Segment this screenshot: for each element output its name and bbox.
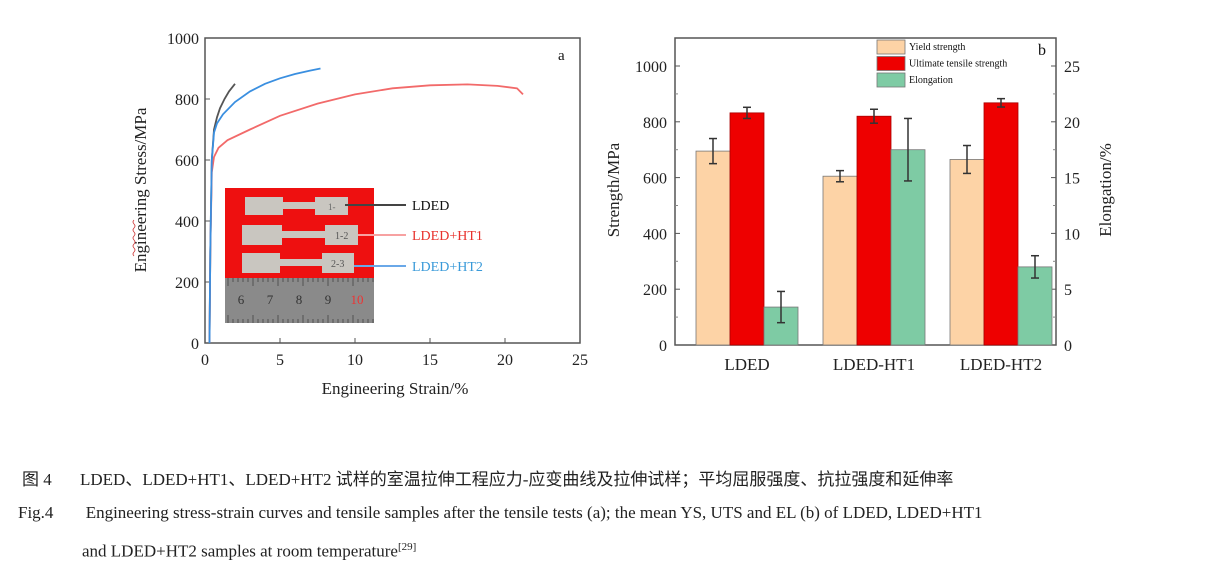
y2-tick-label-b: 0 — [1064, 338, 1072, 355]
category-label: LDED — [724, 355, 769, 374]
caption-en-text-1: Engineering stress-strain curves and ten… — [85, 503, 983, 522]
category-label: LDED-HT1 — [833, 355, 915, 374]
bar-ultimate-tensile-strength-lded-ht1 — [856, 115, 892, 346]
caption-en-line1: Fig.4 Engineering stress-strain curves a… — [18, 503, 983, 523]
specimen-mark: 1-2 — [335, 231, 348, 242]
ruler-number: 9 — [325, 292, 332, 307]
category-label: LDED-HT2 — [960, 355, 1042, 374]
ruler-number: 7 — [267, 292, 274, 307]
x-tick-label-a: 0 — [201, 352, 209, 369]
y-tick-label-a: 200 — [175, 275, 199, 292]
bar-yield-strength-lded-ht2 — [949, 159, 985, 346]
specimen-3 — [242, 253, 354, 273]
y-tick-label-a: 400 — [175, 214, 199, 231]
specimen-1 — [245, 197, 348, 215]
x-tick-label-a: 10 — [347, 352, 363, 369]
x-tick-label-a: 15 — [422, 352, 438, 369]
caption-en-line2: and LDED+HT2 samples at room temperature… — [82, 541, 416, 562]
y-axis-label-b: Strength/MPa — [604, 142, 623, 237]
x-tick-label-a: 25 — [572, 352, 588, 369]
caption-cn-label: 图 4 — [22, 470, 52, 489]
y2-tick-label-b: 25 — [1064, 59, 1080, 76]
legend-label: Elongation — [909, 75, 953, 86]
caption-reference: [29] — [397, 541, 417, 553]
inset-label-lded: LDED — [412, 199, 449, 214]
y-tick-label-b: 800 — [643, 115, 667, 132]
y2-tick-label-b: 20 — [1064, 115, 1080, 132]
y-tick-label-b: 200 — [643, 282, 667, 299]
ruler-number: 6 — [238, 292, 245, 307]
specimen-2 — [242, 225, 358, 245]
spellcheck-squiggle — [132, 219, 136, 257]
y-tick-label-b: 400 — [643, 226, 667, 243]
caption-en-text-2: and LDED+HT2 samples at room temperature — [82, 541, 398, 561]
x-tick-label-a: 20 — [497, 352, 513, 369]
bar-ultimate-tensile-strength-lded-ht2 — [983, 102, 1019, 346]
specimen-mark: 2-3 — [331, 259, 344, 270]
y-tick-label-b: 1000 — [635, 59, 667, 76]
bar-elongation-lded — [763, 306, 799, 346]
panel-label-b: b — [1038, 42, 1046, 59]
panel-label-a: a — [558, 48, 565, 64]
x-tick-label-a: 5 — [276, 352, 284, 369]
bar-ultimate-tensile-strength-lded — [729, 112, 765, 346]
inset-label-lded-ht2: LDED+HT2 — [412, 260, 483, 275]
inset-label-lded-ht1: LDED+HT1 — [412, 229, 483, 244]
x-axis-label-a: Engineering Strain/% — [322, 379, 469, 398]
specimen-photo-inset: 1- 1-2 2-3 6 7 8 9 10 — [225, 188, 374, 323]
legend-label: Yield strength — [909, 42, 965, 53]
y-tick-label-b: 0 — [659, 338, 667, 355]
curve-lded-ht2 — [208, 67, 321, 344]
y-tick-label-a: 1000 — [167, 31, 199, 48]
curve-lded-ht1 — [208, 83, 524, 344]
ruler-number: 10 — [351, 292, 364, 307]
legend-swatch — [876, 39, 906, 55]
y2-axis-label-b: Elongation/% — [1096, 143, 1115, 236]
y-tick-label-a: 800 — [175, 92, 199, 109]
chart-a: 0 5 10 15 20 25 0 200 400 600 800 1000 1- 1-2 2-3 6… — [131, 31, 588, 398]
y2-tick-label-b: 10 — [1064, 226, 1080, 243]
y-axis-label-a: Engineering Stress/MPa — [131, 107, 150, 272]
specimen-mark: 1- — [328, 202, 336, 212]
y-tick-label-b: 600 — [643, 171, 667, 188]
ruler — [225, 278, 374, 323]
legend-swatch — [876, 72, 906, 88]
caption-cn-text: LDED、LDED+HT1、LDED+HT2 试样的室温拉伸工程应力-应变曲线及… — [80, 470, 954, 489]
bar-elongation-lded-ht2 — [1017, 266, 1053, 346]
y2-tick-label-b: 15 — [1064, 171, 1080, 188]
legend-label: Ultimate tensile strength — [909, 59, 1007, 70]
ruler-number: 8 — [296, 292, 303, 307]
y2-tick-label-b: 5 — [1064, 282, 1072, 299]
y-tick-label-a: 600 — [175, 153, 199, 170]
legend-swatch — [876, 56, 906, 71]
y-tick-label-a: 0 — [191, 336, 199, 353]
chart-b: 0 200 400 600 800 1000 0 5 10 15 20 25 Yield streng… — [604, 37, 1115, 374]
caption-cn: 图 4 LDED、LDED+HT1、LDED+HT2 试样的室温拉伸工程应力-应… — [22, 465, 953, 490]
caption-en-label: Fig.4 — [18, 503, 54, 522]
bar-yield-strength-lded — [695, 150, 731, 346]
bar-yield-strength-lded-ht1 — [822, 175, 858, 346]
